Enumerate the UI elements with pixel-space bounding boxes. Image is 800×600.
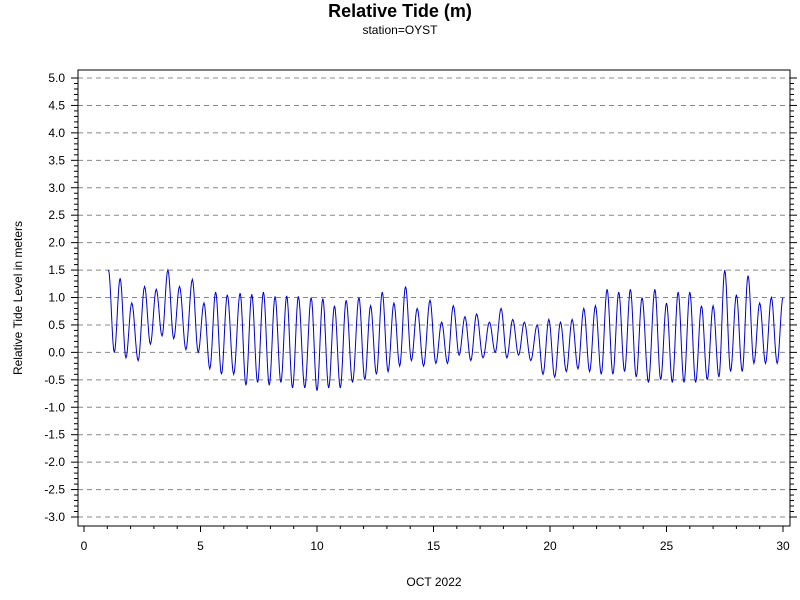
- y-tick-label: -1.5: [44, 428, 65, 442]
- y-tick-label: -3.0: [44, 510, 65, 524]
- y-tick-label: 4.0: [48, 126, 65, 140]
- y-tick-label: 5.0: [48, 71, 65, 85]
- y-axis-label: Relative Tide Level in meters: [11, 221, 25, 375]
- y-tick-label: 1.0: [48, 291, 65, 305]
- y-tick-label: 1.5: [48, 263, 65, 277]
- y-tick-label: -2.5: [44, 483, 65, 497]
- y-tick-label: -2.0: [44, 455, 65, 469]
- x-tick-label: 25: [660, 539, 674, 553]
- x-tick-label: 15: [427, 539, 441, 553]
- y-tick-label: 2.0: [48, 236, 65, 250]
- x-tick-label: 10: [310, 539, 324, 553]
- tide-series-line-0: [107, 268, 784, 391]
- y-tick-label: 3.5: [48, 153, 65, 167]
- y-tick-label: 4.5: [48, 98, 65, 112]
- y-tick-label: 0.5: [48, 318, 65, 332]
- x-tick-label: 30: [776, 539, 790, 553]
- x-tick-label: 20: [543, 539, 557, 553]
- chart-title: Relative Tide (m): [328, 1, 472, 21]
- grid-lines: [78, 77, 790, 518]
- y-tick-label: 3.0: [48, 181, 65, 195]
- x-axis: 0 5 10 15 20 25 30: [81, 526, 790, 553]
- x-tick-label: 5: [197, 539, 204, 553]
- x-axis-label: OCT 2022: [406, 575, 461, 589]
- y-tick-label: 0.0: [48, 345, 65, 359]
- x-tick-label: 0: [81, 539, 88, 553]
- y-tick-label: -0.5: [44, 373, 65, 387]
- chart-subtitle: station=OYST: [362, 23, 438, 37]
- y-axis: 5.0 4.5 4.0 3.5 3.0 2.5 2.0 1.5 1.0 0.5 0.0 -0.5 -1.…: [44, 71, 797, 524]
- y-tick-label: 2.5: [48, 208, 65, 222]
- series-layer: [107, 268, 784, 391]
- y-tick-label: -1.0: [44, 400, 65, 414]
